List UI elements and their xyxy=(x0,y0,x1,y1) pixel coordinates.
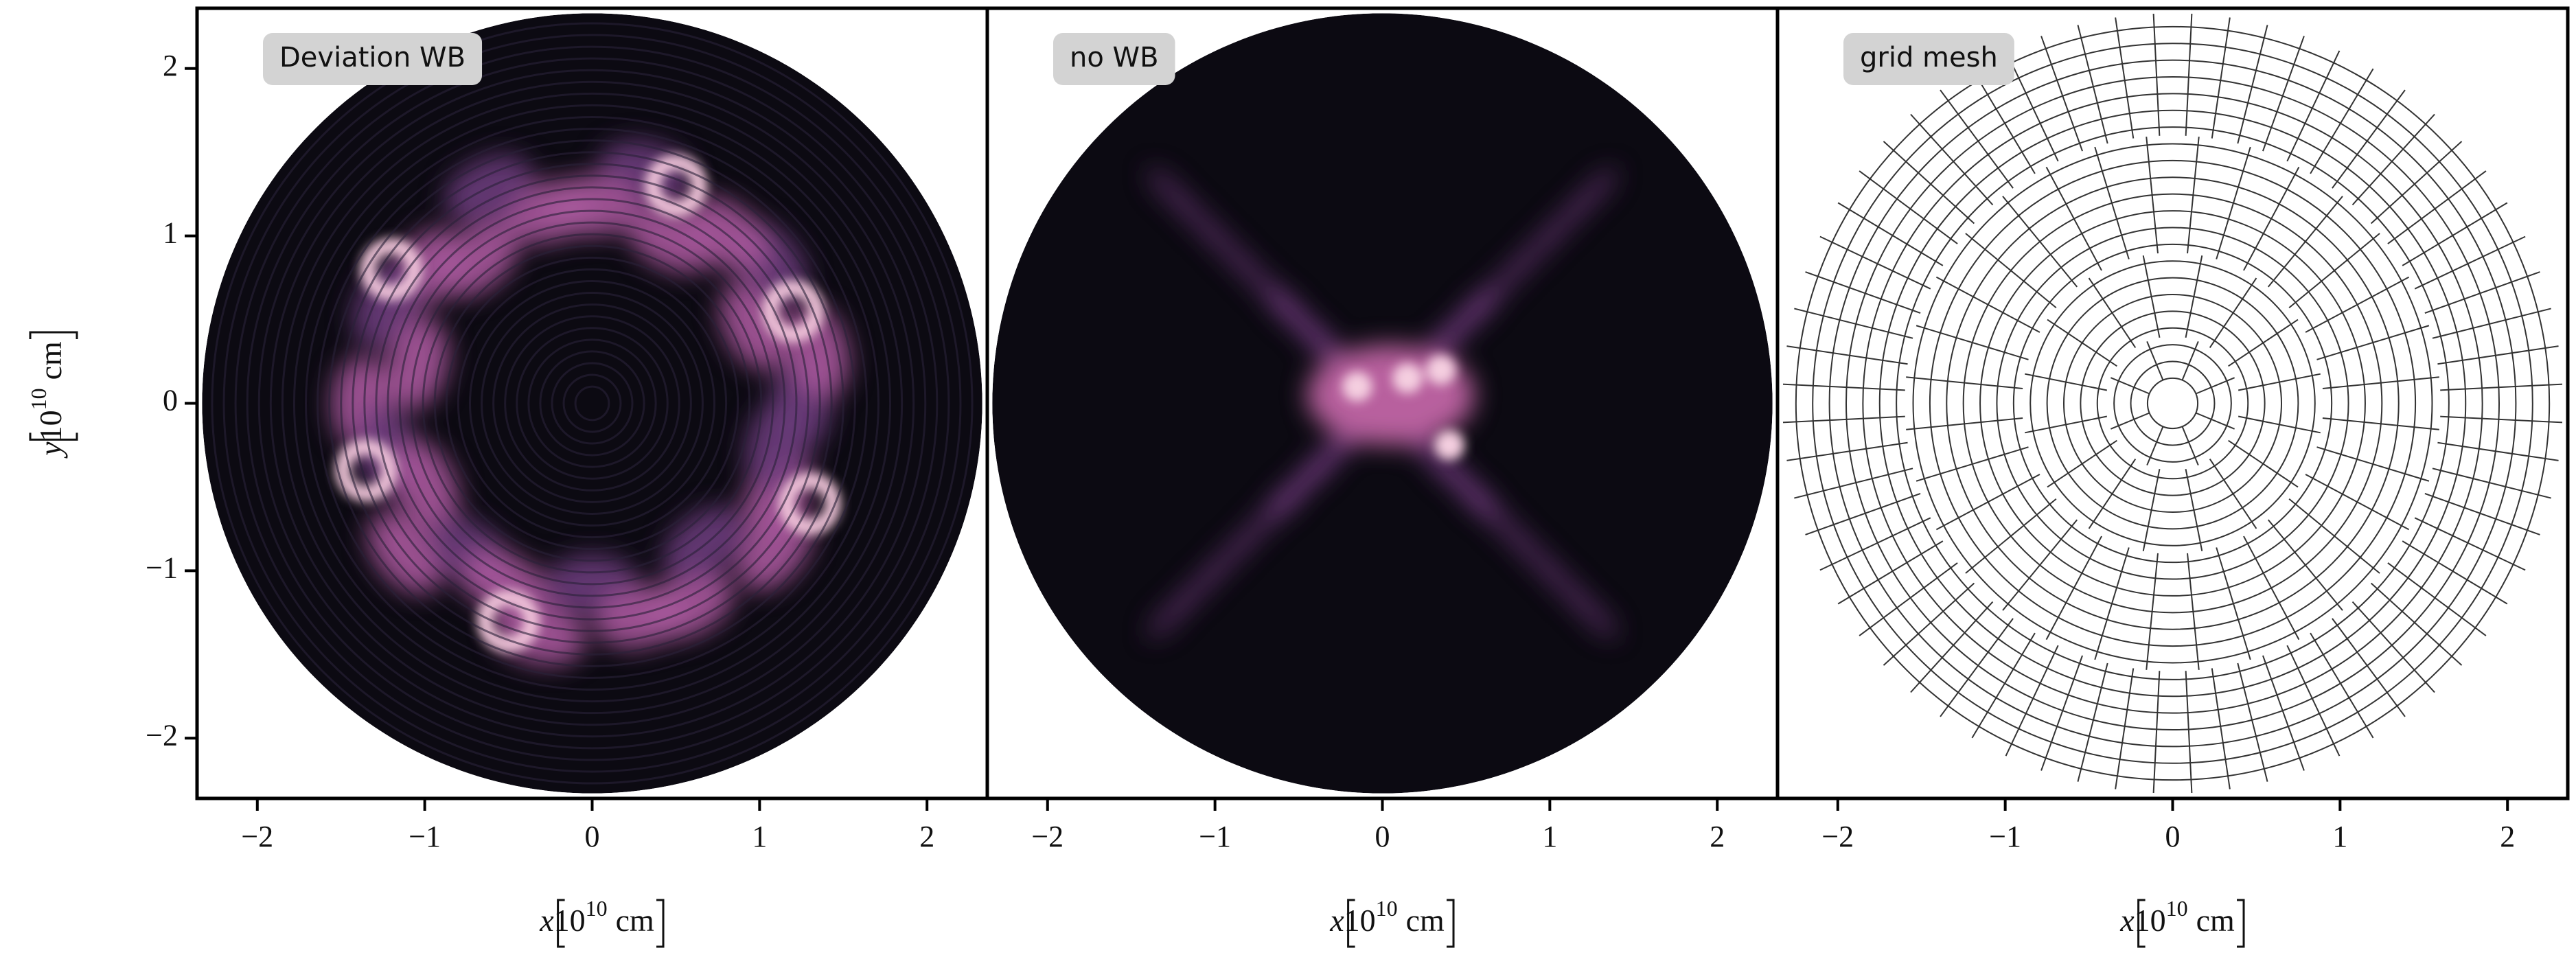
x-tick-label: 0 xyxy=(585,820,600,853)
x-tick-label: −2 xyxy=(1821,820,1854,853)
y-tick-label: 2 xyxy=(163,49,178,82)
core-detail xyxy=(1392,363,1423,393)
axis-exp: 10 xyxy=(2166,896,2188,921)
figure: Deviation WB−2−1012−2−1012x1010cmy1010cm… xyxy=(0,0,2576,957)
axis-base: 10 xyxy=(33,410,68,441)
x-tick-label: 1 xyxy=(752,820,767,853)
axis-var: x xyxy=(539,903,554,938)
x-tick-label: −1 xyxy=(1199,820,1231,853)
label-text: grid mesh xyxy=(1860,42,1998,73)
x-tick-label: −1 xyxy=(1989,820,2021,853)
axis-unit: cm xyxy=(1406,903,1445,938)
svg-text:x1010cm: x1010cm xyxy=(1329,896,1445,937)
y-tick-label: −1 xyxy=(146,551,178,584)
mesh-bg xyxy=(1782,13,2562,793)
axis-label: x1010cm xyxy=(1329,896,1453,947)
axis-exp: 10 xyxy=(1376,896,1398,921)
axis-exp: 10 xyxy=(26,388,51,410)
label-text: Deviation WB xyxy=(279,42,465,73)
axis-unit: cm xyxy=(33,341,68,380)
y-tick-label: 0 xyxy=(163,384,178,417)
panel-image xyxy=(1771,2,2574,805)
panel-label: no WB xyxy=(1053,33,1175,85)
panel-label: Deviation WB xyxy=(263,33,482,85)
field-bg xyxy=(202,13,982,793)
core-detail xyxy=(1434,430,1464,461)
bracket xyxy=(1447,900,1453,947)
axis-exp: 10 xyxy=(586,896,608,921)
axis-var: x xyxy=(2119,903,2135,938)
x-tick-label: −2 xyxy=(1031,820,1063,853)
bracket xyxy=(30,332,77,339)
x-tick-label: −2 xyxy=(241,820,273,853)
y-tick-label: −2 xyxy=(146,718,178,752)
x-tick-label: 1 xyxy=(2332,820,2347,853)
axis-label: y1010cm xyxy=(26,332,77,459)
axis-label: x1010cm xyxy=(2119,896,2244,947)
x-tick-label: 2 xyxy=(1710,820,1725,853)
panel-image xyxy=(202,13,982,793)
svg-text:x1010cm: x1010cm xyxy=(2119,896,2235,937)
panel-label: grid mesh xyxy=(1843,33,2014,85)
label-text: no WB xyxy=(1070,42,1159,73)
svg-text:y1010cm: y1010cm xyxy=(26,341,67,459)
y-tick-label: 1 xyxy=(163,216,178,250)
axis-unit: cm xyxy=(2196,903,2235,938)
x-tick-label: 2 xyxy=(2500,820,2515,853)
bracket xyxy=(656,900,663,947)
x-tick-label: 0 xyxy=(2165,820,2181,853)
bracket xyxy=(2237,900,2244,947)
core-detail xyxy=(1342,371,1372,402)
x-tick-label: 0 xyxy=(1375,820,1390,853)
core-detail xyxy=(1426,355,1456,385)
x-tick-label: −1 xyxy=(409,820,441,853)
x-tick-label: 2 xyxy=(919,820,934,853)
axis-var: x xyxy=(1329,903,1344,938)
axis-unit: cm xyxy=(616,903,654,938)
axis-var: y xyxy=(33,441,68,459)
x-tick-label: 1 xyxy=(1542,820,1557,853)
panel-image xyxy=(992,13,1772,793)
